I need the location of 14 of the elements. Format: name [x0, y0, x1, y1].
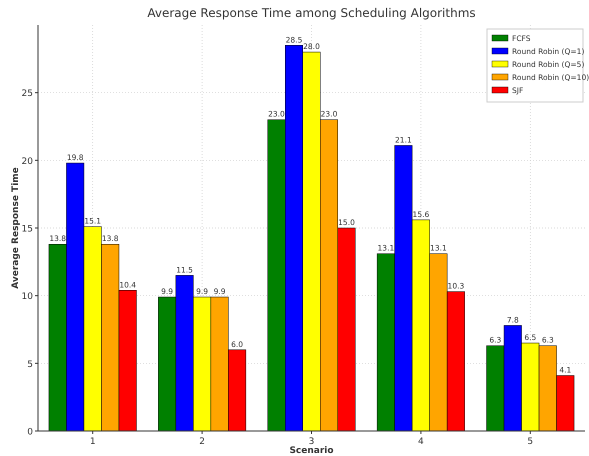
y-tick-label: 20	[22, 156, 34, 167]
y-axis-title: Average Response Time	[11, 167, 21, 289]
y-tick-label: 5	[27, 360, 33, 370]
y-tick-label: 25	[22, 89, 33, 100]
x-axis-title: Scenario	[289, 446, 334, 456]
x-tick-label: 5	[527, 437, 534, 447]
x-tick-label: 4	[418, 437, 424, 447]
y-tick-label: 0	[27, 428, 34, 438]
x-tick-label: 2	[199, 437, 205, 447]
x-tick-label: 3	[308, 437, 314, 447]
x-tick-label: 1	[90, 437, 96, 447]
y-tick-label: 15	[22, 224, 33, 234]
chart-title: Average Response Time among Scheduling Algorithms	[147, 6, 476, 20]
y-tick-label: 10	[22, 292, 34, 302]
